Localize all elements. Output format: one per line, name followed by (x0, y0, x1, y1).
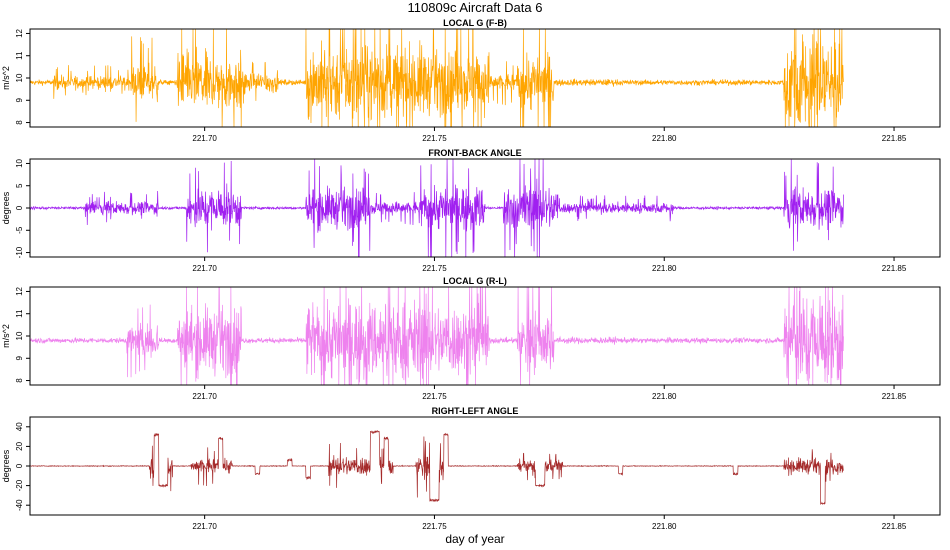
y-tick-label: 0 (15, 205, 24, 210)
y-tick-label: 11 (15, 51, 24, 60)
panel-1: LOCAL G (F-B) m/s^2 221.70 221.75 221.80 221.… (1, 18, 941, 143)
x-tick-label: 221.80 (652, 134, 677, 143)
x-tick-label: 221.85 (882, 392, 907, 401)
y-tick-label: 0 (15, 463, 24, 468)
series-line (30, 159, 844, 257)
x-tick-label: 221.70 (192, 522, 217, 531)
panel-title: LOCAL G (F-B) (443, 18, 507, 28)
series-line (30, 287, 844, 385)
x-tick-label: 221.70 (192, 392, 217, 401)
y-tick-label: 11 (15, 309, 24, 318)
y-tick-label: 12 (15, 28, 24, 37)
y-tick-label: -5 (15, 226, 24, 234)
x-tick-label: 221.85 (882, 522, 907, 531)
y-axis-label: degrees (1, 449, 11, 482)
panel-title: RIGHT-LEFT ANGLE (432, 406, 519, 416)
panel-3: LOCAL G (R-L) m/s^2 221.70 221.75 221.80 221.… (1, 276, 941, 401)
x-tick-label: 221.75 (422, 134, 447, 143)
y-tick-label: 9 (15, 97, 24, 102)
y-axis-label: m/s^2 (1, 324, 11, 348)
y-tick-label: 8 (15, 378, 24, 383)
y-tick-label: 40 (15, 422, 24, 431)
y-tick-label: 5 (15, 183, 24, 188)
y-axis-label: degrees (1, 191, 11, 224)
y-tick-label: -40 (15, 499, 24, 511)
series-line (30, 430, 844, 506)
x-tick-label: 221.80 (652, 392, 677, 401)
panel-2: FRONT-BACK ANGLE degrees 221.70 221.75 221.8… (1, 148, 941, 273)
x-tick-label: 221.75 (422, 392, 447, 401)
y-tick-label: 10 (15, 331, 24, 340)
x-axis-label: day of year (445, 532, 504, 546)
y-tick-label: 9 (15, 355, 24, 360)
x-tick-label: 221.80 (652, 264, 677, 273)
y-tick-label: 10 (15, 158, 24, 167)
y-tick-label: 8 (15, 120, 24, 125)
y-tick-label: 12 (15, 286, 24, 295)
figure-title: 110809c Aircraft Data 6 (408, 0, 543, 15)
panel-4: RIGHT-LEFT ANGLE degrees 221.70 221.75 221.8… (1, 406, 941, 531)
x-tick-label: 221.85 (882, 264, 907, 273)
y-tick-label: -10 (15, 246, 24, 258)
x-tick-label: 221.80 (652, 522, 677, 531)
x-tick-label: 221.70 (192, 264, 217, 273)
y-tick-label: -20 (15, 479, 24, 491)
series-line (30, 29, 844, 127)
y-tick-label: 20 (15, 441, 24, 450)
x-tick-label: 221.75 (422, 522, 447, 531)
y-tick-label: 10 (15, 73, 24, 82)
y-axis-label: m/s^2 (1, 66, 11, 90)
x-tick-label: 221.75 (422, 264, 447, 273)
panels: LOCAL G (F-B) m/s^2 221.70 221.75 221.80 221.… (1, 18, 941, 531)
x-tick-label: 221.70 (192, 134, 217, 143)
x-tick-label: 221.85 (882, 134, 907, 143)
panel-title: LOCAL G (R-L) (443, 276, 507, 286)
panel-title: FRONT-BACK ANGLE (428, 148, 521, 158)
